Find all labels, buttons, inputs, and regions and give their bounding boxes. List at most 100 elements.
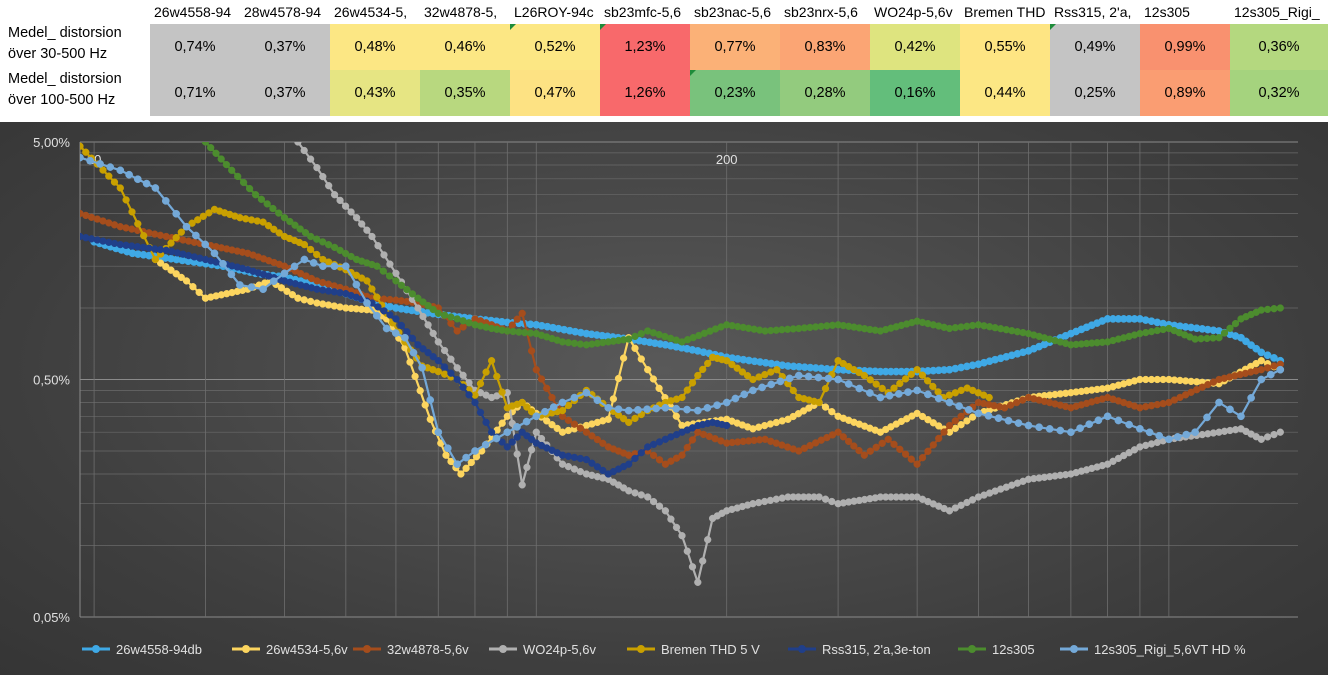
data-point — [625, 451, 633, 459]
data-point — [330, 262, 339, 271]
y-tick-label: 0,50% — [33, 373, 70, 388]
data-point — [776, 377, 785, 386]
data-point — [637, 491, 645, 499]
data-point — [457, 470, 465, 478]
data-point — [319, 238, 327, 246]
data-point — [878, 439, 886, 447]
data-point — [288, 291, 297, 299]
data-point — [228, 166, 236, 174]
data-point — [319, 262, 327, 271]
data-point — [683, 443, 691, 452]
row-label-line2: över 100-500 Hz — [8, 92, 116, 108]
data-point — [122, 196, 130, 204]
data-point — [924, 416, 932, 424]
data-point — [161, 197, 170, 205]
row-label-30-500: Medel_ distorsion över 30-500 Hz — [0, 23, 150, 65]
data-point — [1231, 319, 1240, 328]
data-point — [447, 319, 455, 327]
data-point — [382, 324, 391, 333]
data-point — [453, 460, 462, 469]
data-point — [643, 405, 651, 414]
data-point — [655, 456, 664, 464]
data-point — [1257, 366, 1265, 374]
data-point — [264, 222, 273, 230]
table-cell: 0,25% — [1050, 70, 1140, 116]
data-point — [929, 382, 937, 391]
data-point — [426, 396, 435, 404]
data-point — [951, 417, 959, 425]
data-point — [1257, 357, 1265, 365]
data-point — [1263, 305, 1272, 314]
data-point — [570, 453, 579, 462]
data-point — [548, 421, 556, 429]
table-cell: 0,35% — [420, 70, 510, 116]
data-point — [974, 409, 983, 418]
data-point — [929, 419, 937, 427]
data-point — [945, 507, 954, 515]
data-point — [661, 507, 670, 515]
data-point — [564, 401, 573, 410]
data-point — [503, 428, 512, 437]
data-point — [957, 501, 965, 509]
data-point — [824, 374, 833, 383]
data-point — [896, 445, 904, 453]
data-point — [704, 536, 712, 544]
data-point — [935, 434, 943, 443]
data-point — [270, 225, 278, 233]
series-7 — [80, 153, 1285, 469]
data-point — [80, 153, 84, 162]
data-point — [296, 225, 304, 233]
table-cell: 0,32% — [1230, 70, 1328, 116]
data-point — [162, 263, 170, 271]
data-point — [683, 405, 691, 414]
data-point — [309, 259, 318, 267]
legend-label: 32w4878-5,6v — [387, 642, 469, 657]
data-point — [945, 421, 954, 430]
data-point — [940, 428, 948, 436]
data-point — [543, 384, 551, 392]
table-cell: 0,37% — [240, 24, 330, 70]
data-point — [1276, 304, 1284, 312]
data-point — [476, 379, 485, 388]
data-point — [593, 435, 602, 444]
data-point — [363, 277, 371, 285]
data-point — [564, 452, 573, 460]
data-point — [440, 346, 449, 355]
data-point — [247, 283, 256, 291]
data-point — [201, 142, 210, 146]
data-point — [743, 372, 752, 380]
data-point — [649, 375, 658, 383]
data-point — [934, 388, 942, 396]
data-point — [994, 414, 1003, 423]
data-point — [421, 401, 429, 409]
data-point — [1226, 405, 1234, 414]
data-point — [644, 493, 652, 501]
data-point — [380, 307, 388, 315]
data-point — [300, 240, 309, 249]
data-point — [655, 502, 664, 510]
data-point — [672, 404, 681, 413]
data-point — [723, 421, 731, 430]
data-point — [492, 434, 501, 443]
data-point — [1004, 416, 1013, 425]
data-point — [189, 283, 197, 291]
data-point — [498, 388, 506, 396]
data-point — [182, 222, 191, 231]
data-point — [984, 411, 993, 420]
data-point — [330, 243, 339, 252]
data-point — [523, 463, 531, 471]
data-point — [263, 200, 271, 208]
data-point — [731, 394, 740, 403]
table-cell: 1,23% — [600, 24, 690, 70]
legend-swatch-marker — [363, 645, 371, 653]
data-point — [522, 417, 531, 426]
data-point — [866, 376, 874, 384]
data-point — [306, 245, 315, 254]
data-point — [347, 208, 355, 216]
data-point — [156, 259, 165, 267]
column-header: sb23nrx-5,6 — [784, 4, 858, 20]
data-point — [286, 217, 294, 226]
data-point — [467, 458, 475, 467]
data-point — [440, 370, 449, 378]
row-label-line1: Medel_ distorsion — [8, 25, 122, 41]
